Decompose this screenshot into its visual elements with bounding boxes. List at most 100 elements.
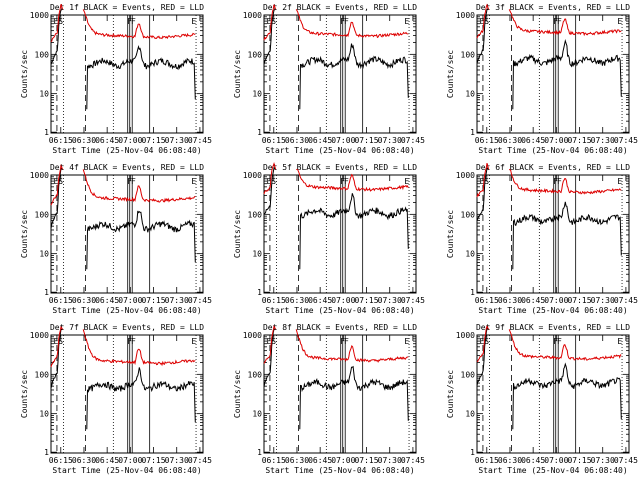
event-marker-label: E — [404, 177, 409, 186]
x-axis-label: Start Time (25-Nov-04 06:08:40) — [478, 466, 627, 475]
event-marker-label: E — [267, 337, 272, 346]
x-tick-label: 07:45 — [188, 296, 212, 305]
event-marker-label: E — [191, 337, 196, 346]
lld-series-line — [476, 162, 622, 198]
x-tick-label: 07:45 — [614, 456, 638, 465]
detector-panel: Det 5f BLACK = Events, RED = LLD 1 10 100 10… — [233, 161, 425, 315]
panel-title: Det 5f BLACK = Events, RED = LLD — [263, 163, 417, 172]
event-marker-label: E — [404, 337, 409, 346]
y-axis-label: Counts/sec — [20, 210, 29, 258]
y-axis-label: Counts/sec — [446, 210, 455, 258]
lld-series-line — [263, 161, 409, 195]
x-tick-label: 07:30 — [378, 296, 402, 305]
x-axis-label: Start Time (25-Nov-04 06:08:40) — [52, 306, 201, 315]
y-tick-label: 1 — [44, 448, 49, 457]
x-axis-label: Start Time (25-Nov-04 06:08:40) — [52, 146, 201, 155]
detector-panel: Det 3f BLACK = Events, RED = LLD 1 10 100 10… — [446, 3, 638, 155]
detector-panel: Det 1f BLACK = Events, RED = LLD 1 10 100 10… — [20, 3, 212, 155]
x-tick-label: 07:15 — [567, 296, 591, 305]
y-tick-label: 10 — [465, 90, 475, 99]
lld-series-line — [476, 3, 622, 39]
x-axis-label: Start Time (25-Nov-04 06:08:40) — [52, 466, 201, 475]
plot-frame — [476, 14, 630, 134]
lld-series-line — [476, 325, 622, 363]
events-series-line — [263, 166, 409, 270]
lld-series-line — [263, 324, 409, 364]
y-tick-label: 1 — [470, 288, 475, 297]
y-tick-label: 10 — [252, 90, 262, 99]
event-marker-label: E — [54, 17, 59, 26]
x-tick-label: 06:45 — [95, 456, 119, 465]
events-series-line — [263, 328, 409, 430]
x-tick-label: 06:45 — [308, 456, 332, 465]
event-marker-label: E — [617, 17, 622, 26]
plot-frame — [263, 14, 417, 134]
event-marker-label: S — [58, 177, 63, 186]
x-tick-label: 06:45 — [308, 296, 332, 305]
x-tick-label: 07:45 — [188, 136, 212, 145]
x-tick-label: 06:45 — [521, 456, 545, 465]
panel-title: Det 4f BLACK = Events, RED = LLD — [50, 163, 204, 172]
y-tick-label: 1000 — [456, 11, 475, 20]
x-tick-label: 07:15 — [354, 296, 378, 305]
plot-frame — [476, 174, 630, 294]
x-axis-label: Start Time (25-Nov-04 06:08:40) — [478, 306, 627, 315]
x-tick-label: 07:45 — [401, 136, 425, 145]
events-series-line — [50, 8, 196, 110]
lld-series-line — [50, 4, 196, 43]
event-marker-label: E — [480, 17, 485, 26]
y-tick-label: 10 — [252, 410, 262, 419]
plot-frame — [50, 174, 204, 294]
event-marker-label: S — [484, 177, 489, 186]
y-tick-label: 100 — [461, 210, 476, 219]
x-axis-label: Start Time (25-Nov-04 06:08:40) — [478, 146, 627, 155]
detector-panel: Det 9f BLACK = Events, RED = LLD 1 10 100 10… — [446, 323, 638, 475]
x-tick-label: 06:30 — [498, 296, 522, 305]
x-tick-label: 06:15 — [49, 136, 73, 145]
y-tick-label: 100 — [35, 210, 50, 219]
panel-title: Det 1f BLACK = Events, RED = LLD — [50, 3, 204, 12]
event-marker-label: F — [127, 177, 132, 186]
x-tick-label: 06:45 — [95, 296, 119, 305]
plot-frame — [263, 174, 417, 294]
x-tick-label: 06:15 — [262, 136, 286, 145]
lld-series-line — [263, 4, 409, 41]
event-marker-label: F — [553, 337, 558, 346]
y-tick-label: 100 — [35, 50, 50, 59]
event-marker-label: S — [484, 17, 489, 26]
x-tick-label: 07:15 — [141, 456, 165, 465]
event-marker-label: S — [271, 337, 276, 346]
event-marker-label: S — [484, 337, 489, 346]
events-series-line — [476, 327, 622, 430]
y-tick-label: 1 — [470, 128, 475, 137]
x-tick-label: 06:30 — [498, 456, 522, 465]
y-tick-label: 1 — [257, 128, 262, 137]
y-tick-label: 10 — [39, 250, 49, 259]
y-tick-label: 10 — [39, 410, 49, 419]
y-axis-label: Counts/sec — [446, 50, 455, 98]
y-tick-label: 10 — [465, 410, 475, 419]
y-tick-label: 10 — [39, 90, 49, 99]
x-tick-label: 07:45 — [401, 456, 425, 465]
x-tick-label: 07:00 — [118, 296, 142, 305]
plot-frame — [476, 334, 630, 454]
event-marker-label: F — [340, 177, 345, 186]
event-marker-label: E — [617, 177, 622, 186]
event-marker-label: F — [131, 337, 136, 346]
event-marker-label: E — [191, 177, 196, 186]
detector-panel: Det 2f BLACK = Events, RED = LLD 1 10 100 10… — [233, 3, 425, 155]
x-tick-label: 07:00 — [331, 136, 355, 145]
x-axis-label: Start Time (25-Nov-04 06:08:40) — [265, 306, 414, 315]
event-marker-label: E — [617, 337, 622, 346]
x-tick-label: 06:45 — [521, 296, 545, 305]
y-tick-label: 10 — [465, 250, 475, 259]
x-tick-label: 07:00 — [544, 456, 568, 465]
x-tick-label: 06:30 — [285, 296, 309, 305]
y-axis-label: Counts/sec — [446, 370, 455, 418]
x-tick-label: 06:15 — [49, 456, 73, 465]
y-tick-label: 100 — [461, 50, 476, 59]
x-tick-label: 07:30 — [591, 456, 615, 465]
event-marker-label: E — [480, 337, 485, 346]
event-marker-label: F — [340, 17, 345, 26]
event-marker-label: E — [267, 17, 272, 26]
